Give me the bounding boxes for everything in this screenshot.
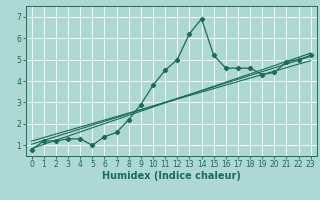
X-axis label: Humidex (Indice chaleur): Humidex (Indice chaleur) — [102, 171, 241, 181]
